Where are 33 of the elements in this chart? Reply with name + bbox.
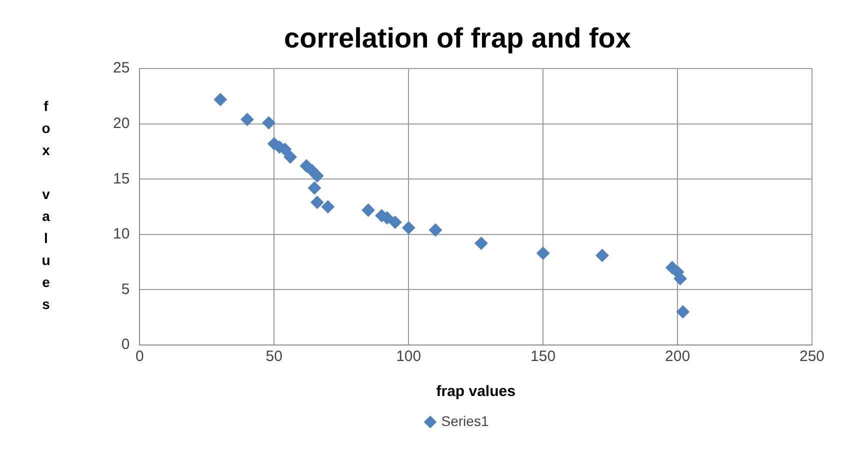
y-tick-label: 15 bbox=[112, 170, 130, 188]
point bbox=[402, 221, 416, 234]
y-tick-label: 25 bbox=[112, 60, 130, 77]
point bbox=[388, 216, 402, 229]
x-tick-label: 100 bbox=[396, 348, 422, 366]
point bbox=[310, 196, 324, 209]
point bbox=[429, 224, 442, 237]
point bbox=[308, 182, 321, 195]
point bbox=[676, 305, 690, 318]
x-tick-label: 250 bbox=[799, 348, 825, 366]
y-tick-label: 5 bbox=[121, 280, 130, 298]
x-tick-label: 200 bbox=[665, 348, 690, 366]
point bbox=[240, 112, 254, 126]
point bbox=[284, 150, 297, 164]
x-axis-title: frap values bbox=[436, 383, 516, 400]
x-tick-label: 150 bbox=[530, 348, 556, 366]
chart-title: correlation of frap and fox bbox=[284, 22, 632, 54]
x-tick-label: 0 bbox=[136, 348, 144, 366]
point bbox=[262, 116, 276, 130]
point bbox=[536, 246, 550, 260]
x-tick-label: 50 bbox=[266, 348, 282, 366]
point bbox=[596, 248, 609, 262]
y-axis-title: fox values bbox=[38, 98, 54, 318]
point bbox=[214, 93, 227, 106]
point bbox=[310, 169, 324, 182]
point bbox=[321, 200, 334, 214]
point bbox=[362, 204, 375, 217]
legend-label: Series1 bbox=[441, 412, 489, 429]
point bbox=[674, 272, 687, 286]
y-tick-label: 20 bbox=[112, 115, 130, 132]
point bbox=[474, 236, 488, 250]
y-tick-label: 0 bbox=[121, 336, 130, 354]
y-tick-label: 10 bbox=[112, 226, 130, 243]
